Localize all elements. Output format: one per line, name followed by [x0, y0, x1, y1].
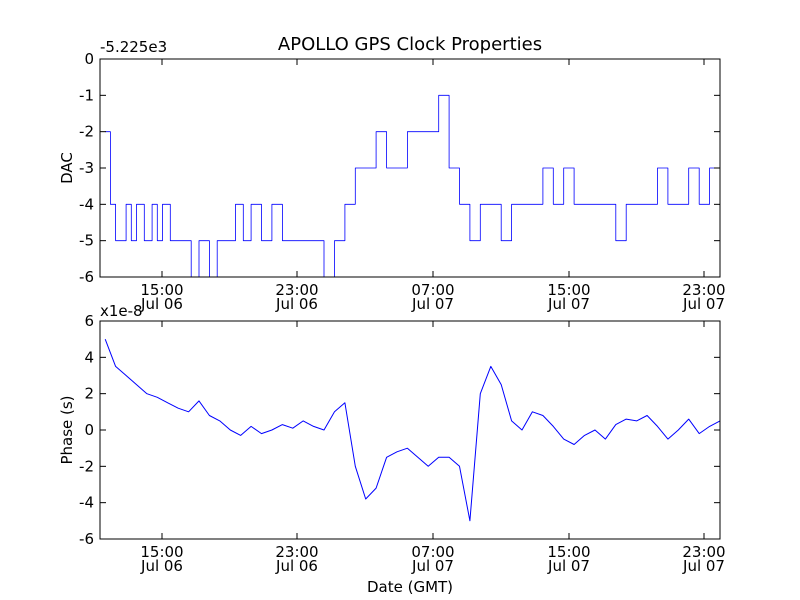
dac-xtick-date-label: Jul 07 — [411, 295, 454, 313]
phase-xtick-date-label: Jul 06 — [275, 557, 318, 575]
dac-xtick-date-label: Jul 07 — [682, 295, 725, 313]
dac-xtick-time-label: 07:00 — [411, 281, 454, 299]
dac-series — [105, 94, 721, 278]
dac-offset-label: -5.225e3 — [100, 38, 167, 56]
dac-panel: APOLLO GPS Clock Properties -5.225e3 DAC… — [58, 34, 726, 313]
phase-xtick-time-label: 23:00 — [275, 543, 318, 561]
phase-ytick-label: -2 — [79, 457, 94, 475]
phase-xtick-date-label: Jul 07 — [682, 557, 725, 575]
phase-xtick-time-label: 23:00 — [682, 543, 725, 561]
dac-plot-frame — [99, 58, 721, 278]
phase-xtick-time-label: 15:00 — [547, 543, 590, 561]
dac-ytick-label: -5 — [79, 232, 94, 250]
dac-ytick-label: -3 — [79, 159, 94, 177]
phase-ytick-label: -4 — [79, 494, 94, 512]
phase-y-axis-label: Phase (s) — [58, 395, 76, 464]
phase-ytick-label: 6 — [84, 312, 94, 330]
phase-xtick-date-label: Jul 07 — [411, 557, 454, 575]
dac-ytick-label: -1 — [79, 86, 94, 104]
dac-ytick-label: -4 — [79, 195, 94, 213]
phase-ytick-label: 0 — [84, 421, 94, 439]
dac-xtick-date-label: Jul 06 — [140, 295, 183, 313]
dac-line — [105, 94, 721, 278]
phase-plot-frame — [99, 320, 721, 540]
dac-xtick-time-label: 15:00 — [140, 281, 183, 299]
dac-ytick-label: -2 — [79, 123, 94, 141]
dac-xtick-time-label: 23:00 — [275, 281, 318, 299]
phase-xtick-date-label: Jul 06 — [140, 557, 183, 575]
dac-ytick-label: 0 — [84, 50, 94, 68]
phase-offset-label: x1e-8 — [100, 302, 143, 320]
phase-series — [104, 339, 721, 522]
phase-ytick-label: 4 — [84, 348, 94, 366]
phase-ytick-label: 2 — [84, 385, 94, 403]
phase-xtick-time-label: 07:00 — [411, 543, 454, 561]
phase-line — [104, 339, 721, 522]
phase-xtick-time-label: 15:00 — [140, 543, 183, 561]
dac-y-axis-label: DAC — [58, 152, 76, 184]
chart-title: APOLLO GPS Clock Properties — [278, 34, 542, 55]
dac-xtick-time-label: 23:00 — [682, 281, 725, 299]
phase-ytick-label: -6 — [79, 530, 94, 548]
phase-xtick-date-label: Jul 07 — [547, 557, 590, 575]
dac-xtick-date-label: Jul 07 — [547, 295, 590, 313]
dac-xtick-date-label: Jul 06 — [275, 295, 318, 313]
dac-xtick-time-label: 15:00 — [547, 281, 590, 299]
dac-ytick-label: -6 — [79, 268, 94, 286]
x-axis-label: Date (GMT) — [367, 578, 453, 596]
